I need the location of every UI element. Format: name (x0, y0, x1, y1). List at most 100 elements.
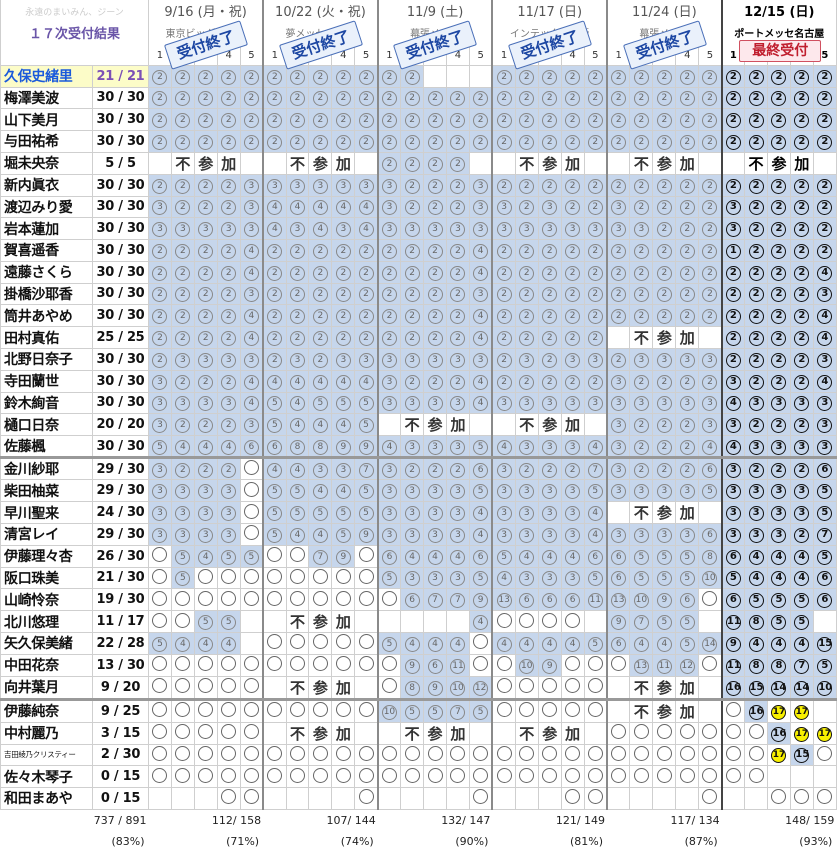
slot-cell (491, 610, 516, 633)
sold-out-mark: 2 (198, 418, 214, 434)
slot-cell: 5 (170, 566, 195, 590)
slot-cell (239, 566, 264, 590)
slot-cell (308, 743, 333, 767)
slot-cell: 2 (537, 282, 562, 306)
sold-out-mark: 2 (221, 374, 237, 390)
slot-cell (812, 743, 837, 767)
slot-cell: 2 (170, 130, 195, 153)
open-slot-mark (542, 702, 558, 717)
slot-cell: 2 (446, 108, 470, 131)
slot-cell (376, 610, 402, 633)
sold-out-mark: 2 (152, 243, 168, 259)
sold-out-mark: 2 (771, 69, 787, 85)
event-total: 121/ 149 (555, 813, 606, 827)
sold-out-mark: 14 (702, 636, 718, 652)
member-name: 中村麗乃 (0, 721, 93, 745)
sold-out-mark: 5 (267, 527, 283, 543)
slot-cell: 3 (606, 413, 631, 437)
member-row: 山下美月 30 / 30 2 2 2 2 2 2 2 2 2 2 2 2 2 2 2 2 2 2 2 2 2 2 2 2 2 2 2 2 2… (0, 108, 837, 131)
sold-out-mark: 3 (725, 200, 741, 216)
sold-out-mark: 2 (542, 134, 558, 150)
sold-out-mark: 5 (679, 571, 695, 587)
sold-out-mark: 2 (633, 69, 649, 85)
slot-cell (583, 765, 608, 788)
slot-cell: 2 (720, 282, 746, 306)
slot-cell: 7 (354, 456, 379, 481)
slot-cell: 4 (193, 544, 218, 568)
open-slot-mark (725, 702, 741, 717)
sold-out-mark: 2 (794, 418, 810, 434)
sold-out-mark: 3 (725, 506, 741, 521)
slot-cell: 2 (675, 130, 700, 153)
sold-out-mark: 4 (221, 439, 237, 455)
sold-out-mark: 3 (587, 352, 603, 368)
open-slot-mark (587, 745, 603, 761)
part-number: 1 (500, 50, 508, 62)
member-name: 岩本蓮加 (0, 217, 93, 240)
slot-cell (239, 523, 264, 546)
slot-cell: 3 (193, 479, 218, 502)
slot-cell: 2 (720, 108, 746, 131)
sold-out-mark: 2 (404, 69, 420, 85)
slot-cell (606, 697, 631, 723)
slot-cell (789, 787, 814, 810)
sold-out-mark: 2 (748, 134, 764, 150)
sold-out-mark: 4 (175, 636, 191, 652)
open-slot-mark (312, 767, 328, 783)
sold-out-mark: 2 (175, 134, 191, 150)
open-slot-mark (702, 656, 718, 672)
slot-cell (193, 743, 218, 767)
slot-cell: 4 (308, 523, 333, 546)
slot-cell: 参 (308, 151, 333, 175)
slot-cell (606, 743, 631, 767)
member-count: 25 / 25 (92, 326, 149, 349)
sold-out-mark: 4 (404, 549, 420, 565)
sold-out-mark: 3 (404, 439, 420, 455)
slot-cell: 2 (560, 326, 585, 349)
slot-cell: 2 (400, 304, 425, 327)
slot-cell: 2 (285, 304, 310, 327)
sold-out-mark: 2 (450, 156, 466, 172)
slot-cell: 2 (744, 239, 769, 262)
slot-cell: 5 (262, 479, 287, 502)
not-attending-label: 加 (679, 504, 695, 522)
slot-cell (560, 697, 585, 723)
sold-out-mark: 2 (542, 331, 558, 346)
slot-cell: 3 (812, 282, 837, 306)
slot-cell: 4 (468, 501, 493, 524)
slot-cell: 2 (400, 239, 425, 262)
sold-out-mark: 3 (519, 396, 535, 412)
sold-out-mark: 2 (702, 200, 718, 216)
open-slot-mark (450, 767, 466, 783)
event-total: 112/ 158 (211, 813, 262, 827)
slot-cell: 2 (193, 456, 218, 481)
sold-out-mark: 12 (679, 658, 695, 674)
sold-out-mark: 3 (817, 396, 833, 412)
sold-out-mark: 2 (312, 309, 328, 325)
slot-cell: 2 (376, 260, 402, 284)
sold-out-mark: 3 (450, 352, 466, 368)
not-attending-label: 不 (289, 724, 305, 743)
slot-cell: 6 (239, 435, 264, 459)
sold-out-mark: 10 (702, 571, 718, 587)
sold-out-mark: 2 (198, 113, 214, 129)
slot-cell: 2 (148, 239, 172, 262)
sold-out-mark: 2 (725, 309, 741, 325)
sold-out-mark: 4 (817, 374, 833, 390)
member-name: 阪口珠美 (0, 566, 93, 590)
sold-out-mark: 3 (748, 484, 764, 500)
slot-cell: 4 (423, 544, 447, 568)
slot-cell (767, 787, 791, 810)
slot-cell: 6 (812, 456, 837, 481)
sold-out-mark: 6 (473, 462, 489, 478)
slot-cell (698, 151, 723, 175)
slot-cell: 2 (720, 304, 746, 327)
slot-cell: 2 (767, 108, 791, 131)
sold-out-mark: 3 (381, 462, 397, 478)
slot-cell: 2 (652, 456, 677, 481)
slot-cell: 加 (331, 610, 356, 633)
slot-cell: 3 (491, 479, 516, 502)
sold-out-mark: 2 (473, 113, 489, 129)
slot-cell: 2 (285, 282, 310, 306)
slot-cell: 2 (193, 195, 218, 219)
